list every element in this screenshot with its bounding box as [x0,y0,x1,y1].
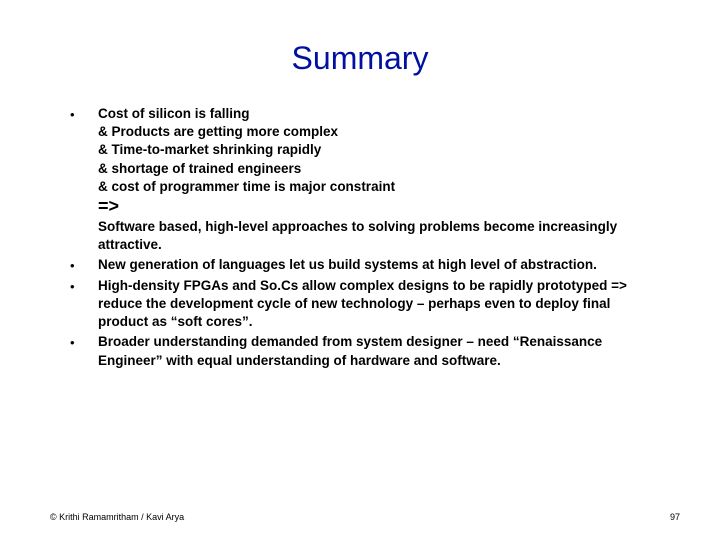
footer: © Krithi Ramamritham / Kavi Arya 97 [50,512,680,522]
bullet-marker: • [70,105,98,124]
page-number: 97 [670,512,680,522]
bullet-tail: Software based, high-level approaches to… [98,218,660,254]
arrow-symbol: => [98,196,660,218]
bullet-marker: • [70,333,98,352]
bullet-item: • Broader understanding demanded from sy… [70,333,660,369]
bullet-text: Broader understanding demanded from syst… [98,333,660,369]
bullet-item: • High-density FPGAs and So.Cs allow com… [70,277,660,332]
copyright-text: © Krithi Ramamritham / Kavi Arya [50,512,184,522]
bullet-line: & cost of programmer time is major const… [98,178,660,196]
bullet-body: Cost of silicon is falling & Products ar… [98,105,660,254]
slide: Summary • Cost of silicon is falling & P… [0,0,720,540]
bullet-line: & Time-to-market shrinking rapidly [98,141,660,159]
bullet-line: Cost of silicon is falling [98,105,660,123]
bullet-item: • Cost of silicon is falling & Products … [70,105,660,254]
bullet-text: New generation of languages let us build… [98,256,660,274]
bullet-text: High-density FPGAs and So.Cs allow compl… [98,277,660,332]
bullet-marker: • [70,277,98,296]
slide-content: • Cost of silicon is falling & Products … [50,105,670,370]
bullet-line: & Products are getting more complex [98,123,660,141]
slide-title: Summary [50,40,670,77]
bullet-line: & shortage of trained engineers [98,160,660,178]
bullet-marker: • [70,256,98,275]
bullet-item: • New generation of languages let us bui… [70,256,660,275]
